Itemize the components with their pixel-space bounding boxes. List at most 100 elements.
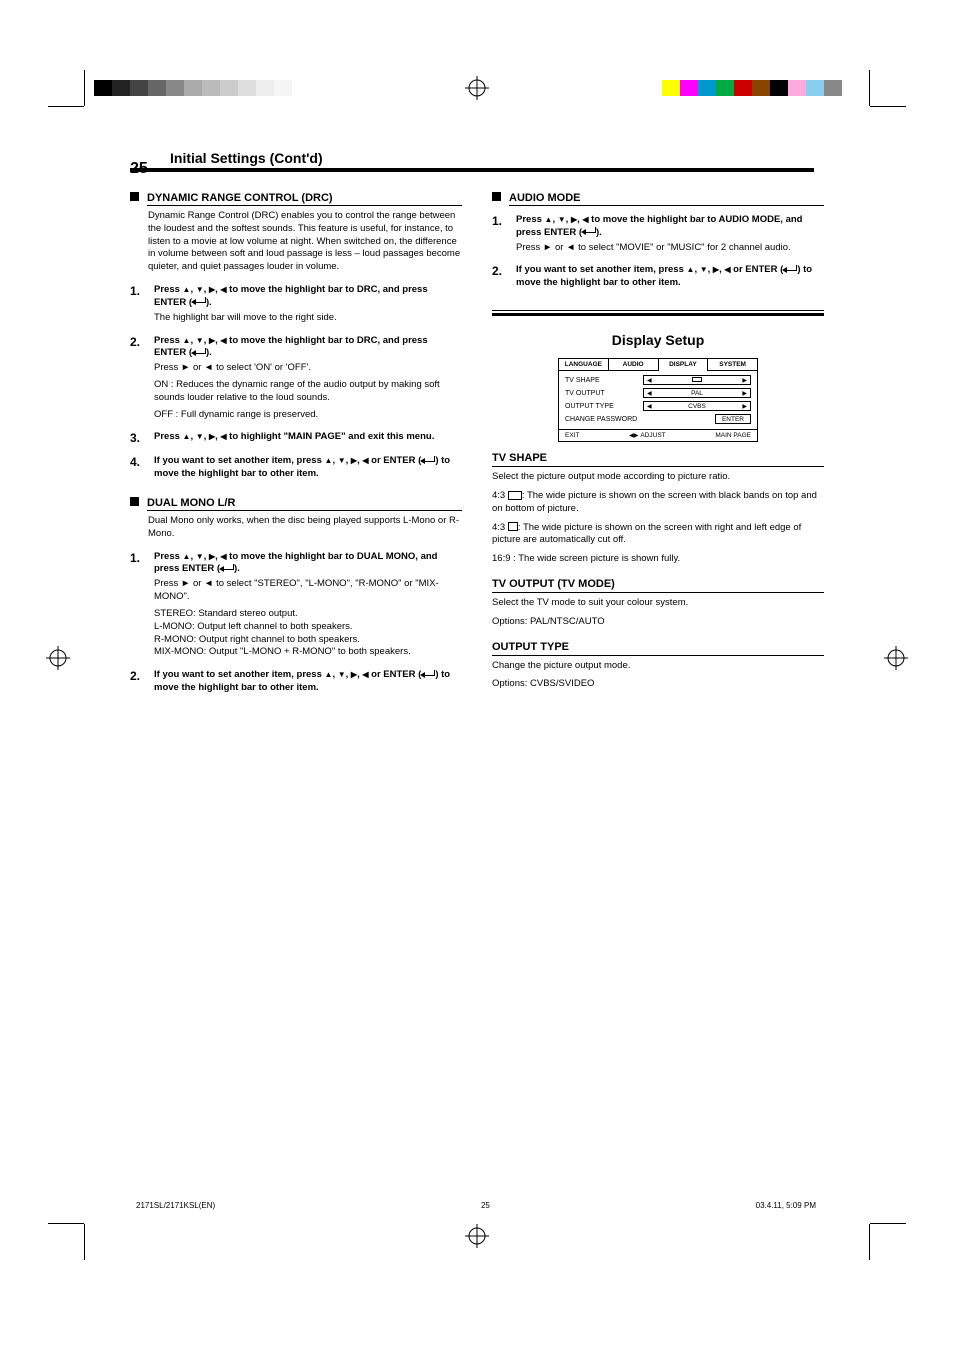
osd-adjust-hint: ◀▶ ADJUST bbox=[629, 432, 666, 439]
registration-mark-right bbox=[884, 646, 908, 670]
title-divider bbox=[130, 168, 814, 172]
footer-page: 25 bbox=[481, 1201, 490, 1210]
item-divider bbox=[492, 592, 824, 593]
step-note: Press ► or ◄ to select "MOVIE" or "MUSIC… bbox=[516, 242, 824, 255]
step-body: Press , , , to move the highlight bar to… bbox=[154, 551, 462, 577]
crop-mark bbox=[48, 1223, 84, 1224]
osd-footer: EXIT ◀▶ ADJUST MAIN PAGE bbox=[559, 429, 757, 441]
section-body: Dynamic Range Control (DRC) enables you … bbox=[148, 210, 462, 274]
footer-timestamp: 03.4.11, 5:09 PM bbox=[756, 1201, 816, 1210]
step-2: 2. If you want to set another item, pres… bbox=[492, 264, 824, 290]
section-header-drc: DYNAMIC RANGE CONTROL (DRC) bbox=[130, 190, 462, 206]
osd-row-label: CHANGE PASSWORD bbox=[565, 416, 643, 423]
osd-row-value: ◀PAL▶ bbox=[643, 388, 751, 398]
step-1: 1. Press , , , to move the highlight bar… bbox=[492, 214, 824, 240]
osd-rows: TV SHAPE◀▶TV OUTPUT◀PAL▶OUTPUT TYPE◀CVBS… bbox=[559, 371, 757, 429]
bullet-icon bbox=[130, 497, 139, 506]
step-note: Press ► or ◄ to select "STEREO", "L-MONO… bbox=[154, 578, 462, 659]
crop-mark bbox=[84, 1224, 85, 1260]
step-1: 1. Press , , , to move the highlight bar… bbox=[130, 284, 462, 310]
osd-row-label: TV OUTPUT bbox=[565, 390, 643, 397]
section-header-dualmono: DUAL MONO L/R bbox=[130, 495, 462, 511]
registration-mark-left bbox=[46, 646, 70, 670]
item-options: Options: PAL/NTSC/AUTO bbox=[492, 616, 824, 629]
color-strip bbox=[662, 80, 842, 96]
step-number: 4. bbox=[130, 455, 154, 481]
item-options: Options: CVBS/SVIDEO bbox=[492, 678, 824, 691]
step-number: 2. bbox=[130, 335, 154, 361]
crop-mark bbox=[48, 106, 84, 107]
footer: 2171SL/2171KSL(EN) 25 03.4.11, 5:09 PM bbox=[136, 1201, 816, 1210]
item-tv-shape: TV SHAPE Select the picture output mode … bbox=[492, 452, 824, 566]
bullet-icon bbox=[492, 192, 501, 201]
subsection-divider bbox=[492, 310, 824, 316]
item-option: 4:3 : The wide picture is shown on the s… bbox=[492, 490, 824, 516]
osd-row: OUTPUT TYPE◀CVBS▶ bbox=[565, 401, 751, 411]
step-body: Press , , , to move the highlight bar to… bbox=[154, 284, 462, 310]
content-area: 25 Initial Settings (Cont'd) DYNAMIC RAN… bbox=[130, 80, 824, 705]
step-number: 2. bbox=[492, 264, 516, 290]
item-tv-output: TV OUTPUT (TV MODE) Select the TV mode t… bbox=[492, 578, 824, 629]
page-number: 25 bbox=[130, 160, 148, 178]
osd-tab: DISPLAY bbox=[659, 359, 709, 371]
osd-row-label: OUTPUT TYPE bbox=[565, 403, 643, 410]
step-body: If you want to set another item, press ,… bbox=[154, 669, 462, 695]
crop-mark bbox=[869, 70, 870, 106]
item-desc: Change the picture output mode. bbox=[492, 660, 824, 673]
step-4: 4. If you want to set another item, pres… bbox=[130, 455, 462, 481]
bullet-icon bbox=[130, 192, 139, 201]
item-option: 16:9 : The wide screen picture is shown … bbox=[492, 553, 824, 566]
osd-tab: AUDIO bbox=[609, 359, 659, 371]
step-body: Press , , , to move the highlight bar to… bbox=[516, 214, 824, 240]
osd-row-value: ENTER bbox=[715, 414, 751, 424]
step-note: The highlight bar will move to the right… bbox=[154, 312, 462, 325]
section-title: AUDIO MODE bbox=[509, 192, 824, 206]
step-number: 2. bbox=[130, 669, 154, 695]
osd-tab: LANGUAGE bbox=[559, 359, 609, 371]
main-title: Initial Settings (Cont'd) bbox=[170, 150, 824, 166]
two-column-layout: DYNAMIC RANGE CONTROL (DRC) Dynamic Rang… bbox=[130, 190, 824, 705]
osd-row: CHANGE PASSWORD ENTER bbox=[565, 414, 751, 424]
registration-mark-bottom bbox=[465, 1224, 489, 1248]
step-1: 1. Press , , , to move the highlight bar… bbox=[130, 551, 462, 577]
step-body: Press , , , to move the highlight bar to… bbox=[154, 335, 462, 361]
section-title: DYNAMIC RANGE CONTROL (DRC) bbox=[147, 192, 462, 206]
osd-menu: LANGUAGEAUDIODISPLAYSYSTEM TV SHAPE◀▶TV … bbox=[558, 358, 758, 442]
step-2: 2. If you want to set another item, pres… bbox=[130, 669, 462, 695]
section-body: Dual Mono only works, when the disc bein… bbox=[148, 515, 462, 541]
osd-row: TV SHAPE◀▶ bbox=[565, 375, 751, 385]
display-setup-title: Display Setup bbox=[492, 332, 824, 348]
osd-row-value: ◀▶ bbox=[643, 375, 751, 385]
item-desc: Select the TV mode to suit your colour s… bbox=[492, 597, 824, 610]
registration-mark-top bbox=[465, 76, 489, 100]
step-body: If you want to set another item, press ,… bbox=[154, 455, 462, 481]
item-option: 4:3 : The wide picture is shown on the s… bbox=[492, 522, 824, 548]
aspect-icon bbox=[508, 491, 522, 500]
grayscale-strip bbox=[94, 80, 292, 96]
item-divider bbox=[492, 655, 824, 656]
crop-mark bbox=[870, 1223, 906, 1224]
aspect-icon bbox=[508, 522, 518, 531]
step-body: If you want to set another item, press ,… bbox=[516, 264, 824, 290]
item-title: OUTPUT TYPE bbox=[492, 641, 824, 653]
osd-mainpage-label: MAIN PAGE bbox=[715, 432, 751, 439]
osd-tabs: LANGUAGEAUDIODISPLAYSYSTEM bbox=[559, 359, 757, 371]
step-number: 1. bbox=[130, 551, 154, 577]
item-divider bbox=[492, 466, 824, 467]
crop-mark bbox=[84, 70, 85, 106]
osd-tab: SYSTEM bbox=[708, 359, 757, 371]
osd-row: TV OUTPUT◀PAL▶ bbox=[565, 388, 751, 398]
item-title: TV OUTPUT (TV MODE) bbox=[492, 578, 824, 590]
osd-exit-label: EXIT bbox=[565, 432, 579, 439]
step-body: Press , , , to highlight "MAIN PAGE" and… bbox=[154, 431, 462, 445]
item-output-type: OUTPUT TYPE Change the picture output mo… bbox=[492, 641, 824, 692]
step-2: 2. Press , , , to move the highlight bar… bbox=[130, 335, 462, 361]
osd-row-label: TV SHAPE bbox=[565, 377, 643, 384]
crop-mark bbox=[869, 1224, 870, 1260]
left-column: DYNAMIC RANGE CONTROL (DRC) Dynamic Rang… bbox=[130, 190, 462, 705]
step-3: 3. Press , , , to highlight "MAIN PAGE" … bbox=[130, 431, 462, 445]
osd-row-value: ◀CVBS▶ bbox=[643, 401, 751, 411]
section-header-audiomode: AUDIO MODE bbox=[492, 190, 824, 206]
section-title: DUAL MONO L/R bbox=[147, 497, 462, 511]
step-number: 1. bbox=[492, 214, 516, 240]
